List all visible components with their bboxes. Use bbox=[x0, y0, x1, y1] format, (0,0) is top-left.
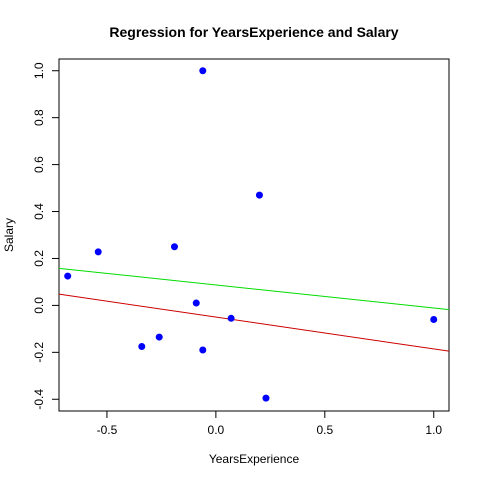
data-point bbox=[94, 248, 102, 256]
data-point bbox=[199, 346, 207, 354]
x-tick-label: 0.0 bbox=[208, 423, 225, 437]
data-point bbox=[227, 314, 235, 322]
data-point bbox=[255, 191, 263, 199]
plot-frame bbox=[58, 58, 450, 412]
x-axis: -0.5 0.0 0.5 1.0 bbox=[97, 410, 442, 437]
regression-line-1 bbox=[58, 267, 450, 311]
y-axis: -0.4 -0.2 0.0 0.2 0.4 0.6 0.8 1.0 bbox=[32, 62, 60, 410]
y-tick-label: -0.4 bbox=[32, 389, 46, 410]
data-point bbox=[199, 67, 207, 75]
data-point bbox=[155, 333, 163, 341]
x-tick-label: 1.0 bbox=[425, 423, 442, 437]
y-tick-label: 0.2 bbox=[32, 250, 46, 267]
y-tick-label: 0.6 bbox=[32, 156, 46, 173]
chart-title: Regression for YearsExperience and Salar… bbox=[109, 24, 398, 40]
data-point bbox=[192, 299, 200, 307]
y-axis-label: Salary bbox=[2, 218, 16, 252]
y-tick-label: -0.2 bbox=[32, 342, 46, 363]
data-point bbox=[262, 394, 270, 402]
y-tick-label: 0.4 bbox=[32, 203, 46, 220]
y-tick-label: 1.0 bbox=[32, 62, 46, 79]
x-axis-label: YearsExperience bbox=[209, 452, 300, 466]
x-tick-label: -0.5 bbox=[97, 423, 118, 437]
data-points bbox=[64, 67, 438, 402]
data-point bbox=[138, 342, 146, 350]
regression-lines bbox=[58, 267, 450, 352]
data-point bbox=[430, 315, 438, 323]
y-tick-label: 0.8 bbox=[32, 109, 46, 126]
y-tick-label: 0.0 bbox=[32, 297, 46, 314]
regression-line-2 bbox=[58, 293, 450, 352]
data-point bbox=[64, 272, 72, 280]
data-point bbox=[170, 243, 178, 251]
x-tick-label: 0.5 bbox=[316, 423, 333, 437]
